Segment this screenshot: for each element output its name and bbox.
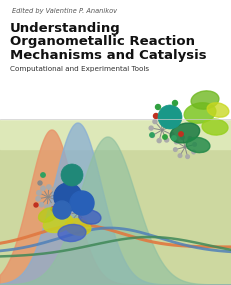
Circle shape [162,135,167,139]
Circle shape [51,207,55,211]
Circle shape [156,139,161,142]
Circle shape [46,185,51,189]
Circle shape [60,187,64,191]
Ellipse shape [38,208,57,222]
Ellipse shape [185,137,209,152]
Circle shape [69,206,72,210]
Circle shape [152,120,156,124]
Circle shape [157,105,181,129]
Ellipse shape [170,123,199,143]
Circle shape [36,191,41,195]
Circle shape [41,173,45,177]
Ellipse shape [79,210,100,224]
Circle shape [158,117,162,121]
Circle shape [178,132,182,136]
Circle shape [67,212,70,215]
Circle shape [192,142,196,146]
Circle shape [51,203,55,208]
Circle shape [52,187,56,192]
Circle shape [54,183,82,211]
Circle shape [149,133,154,137]
Circle shape [70,191,94,215]
Circle shape [185,155,188,158]
Text: Organometallic Reaction: Organometallic Reaction [10,36,194,48]
Circle shape [82,218,85,222]
Circle shape [167,115,172,121]
Circle shape [153,113,158,119]
Circle shape [61,164,83,186]
Circle shape [171,136,175,140]
Circle shape [187,137,191,140]
Circle shape [76,220,79,224]
Circle shape [180,136,183,139]
Text: Edited by Valentine P. Ananikov: Edited by Valentine P. Ananikov [12,8,116,14]
Text: Computational and Experimental Tools: Computational and Experimental Tools [10,66,149,72]
Circle shape [45,205,49,209]
Circle shape [177,154,181,157]
Bar [0,119,231,285]
Circle shape [164,138,168,142]
Circle shape [150,133,154,137]
Bar [0,119,231,149]
Circle shape [39,202,44,207]
Ellipse shape [58,225,86,242]
Ellipse shape [43,213,72,233]
Bar [0,0,231,119]
Circle shape [82,204,85,208]
Circle shape [55,198,59,203]
Ellipse shape [183,103,215,123]
Circle shape [41,186,45,191]
Circle shape [191,150,195,154]
Ellipse shape [201,119,227,135]
Text: Mechanisms and Catalysis: Mechanisms and Catalysis [10,49,206,62]
Circle shape [78,199,82,203]
Circle shape [38,181,42,185]
Circle shape [74,202,78,206]
Text: Understanding: Understanding [10,22,120,35]
Circle shape [166,119,170,123]
Circle shape [55,192,60,197]
Circle shape [85,210,88,213]
Ellipse shape [206,103,228,117]
Circle shape [70,218,74,222]
Circle shape [170,124,173,128]
Circle shape [155,105,160,109]
Ellipse shape [190,91,218,109]
Circle shape [174,140,177,144]
Circle shape [149,126,152,130]
Circle shape [53,201,71,219]
Ellipse shape [65,219,91,235]
Circle shape [173,148,176,151]
Circle shape [36,197,40,201]
Circle shape [172,101,177,105]
Circle shape [169,133,173,137]
Circle shape [34,203,38,207]
